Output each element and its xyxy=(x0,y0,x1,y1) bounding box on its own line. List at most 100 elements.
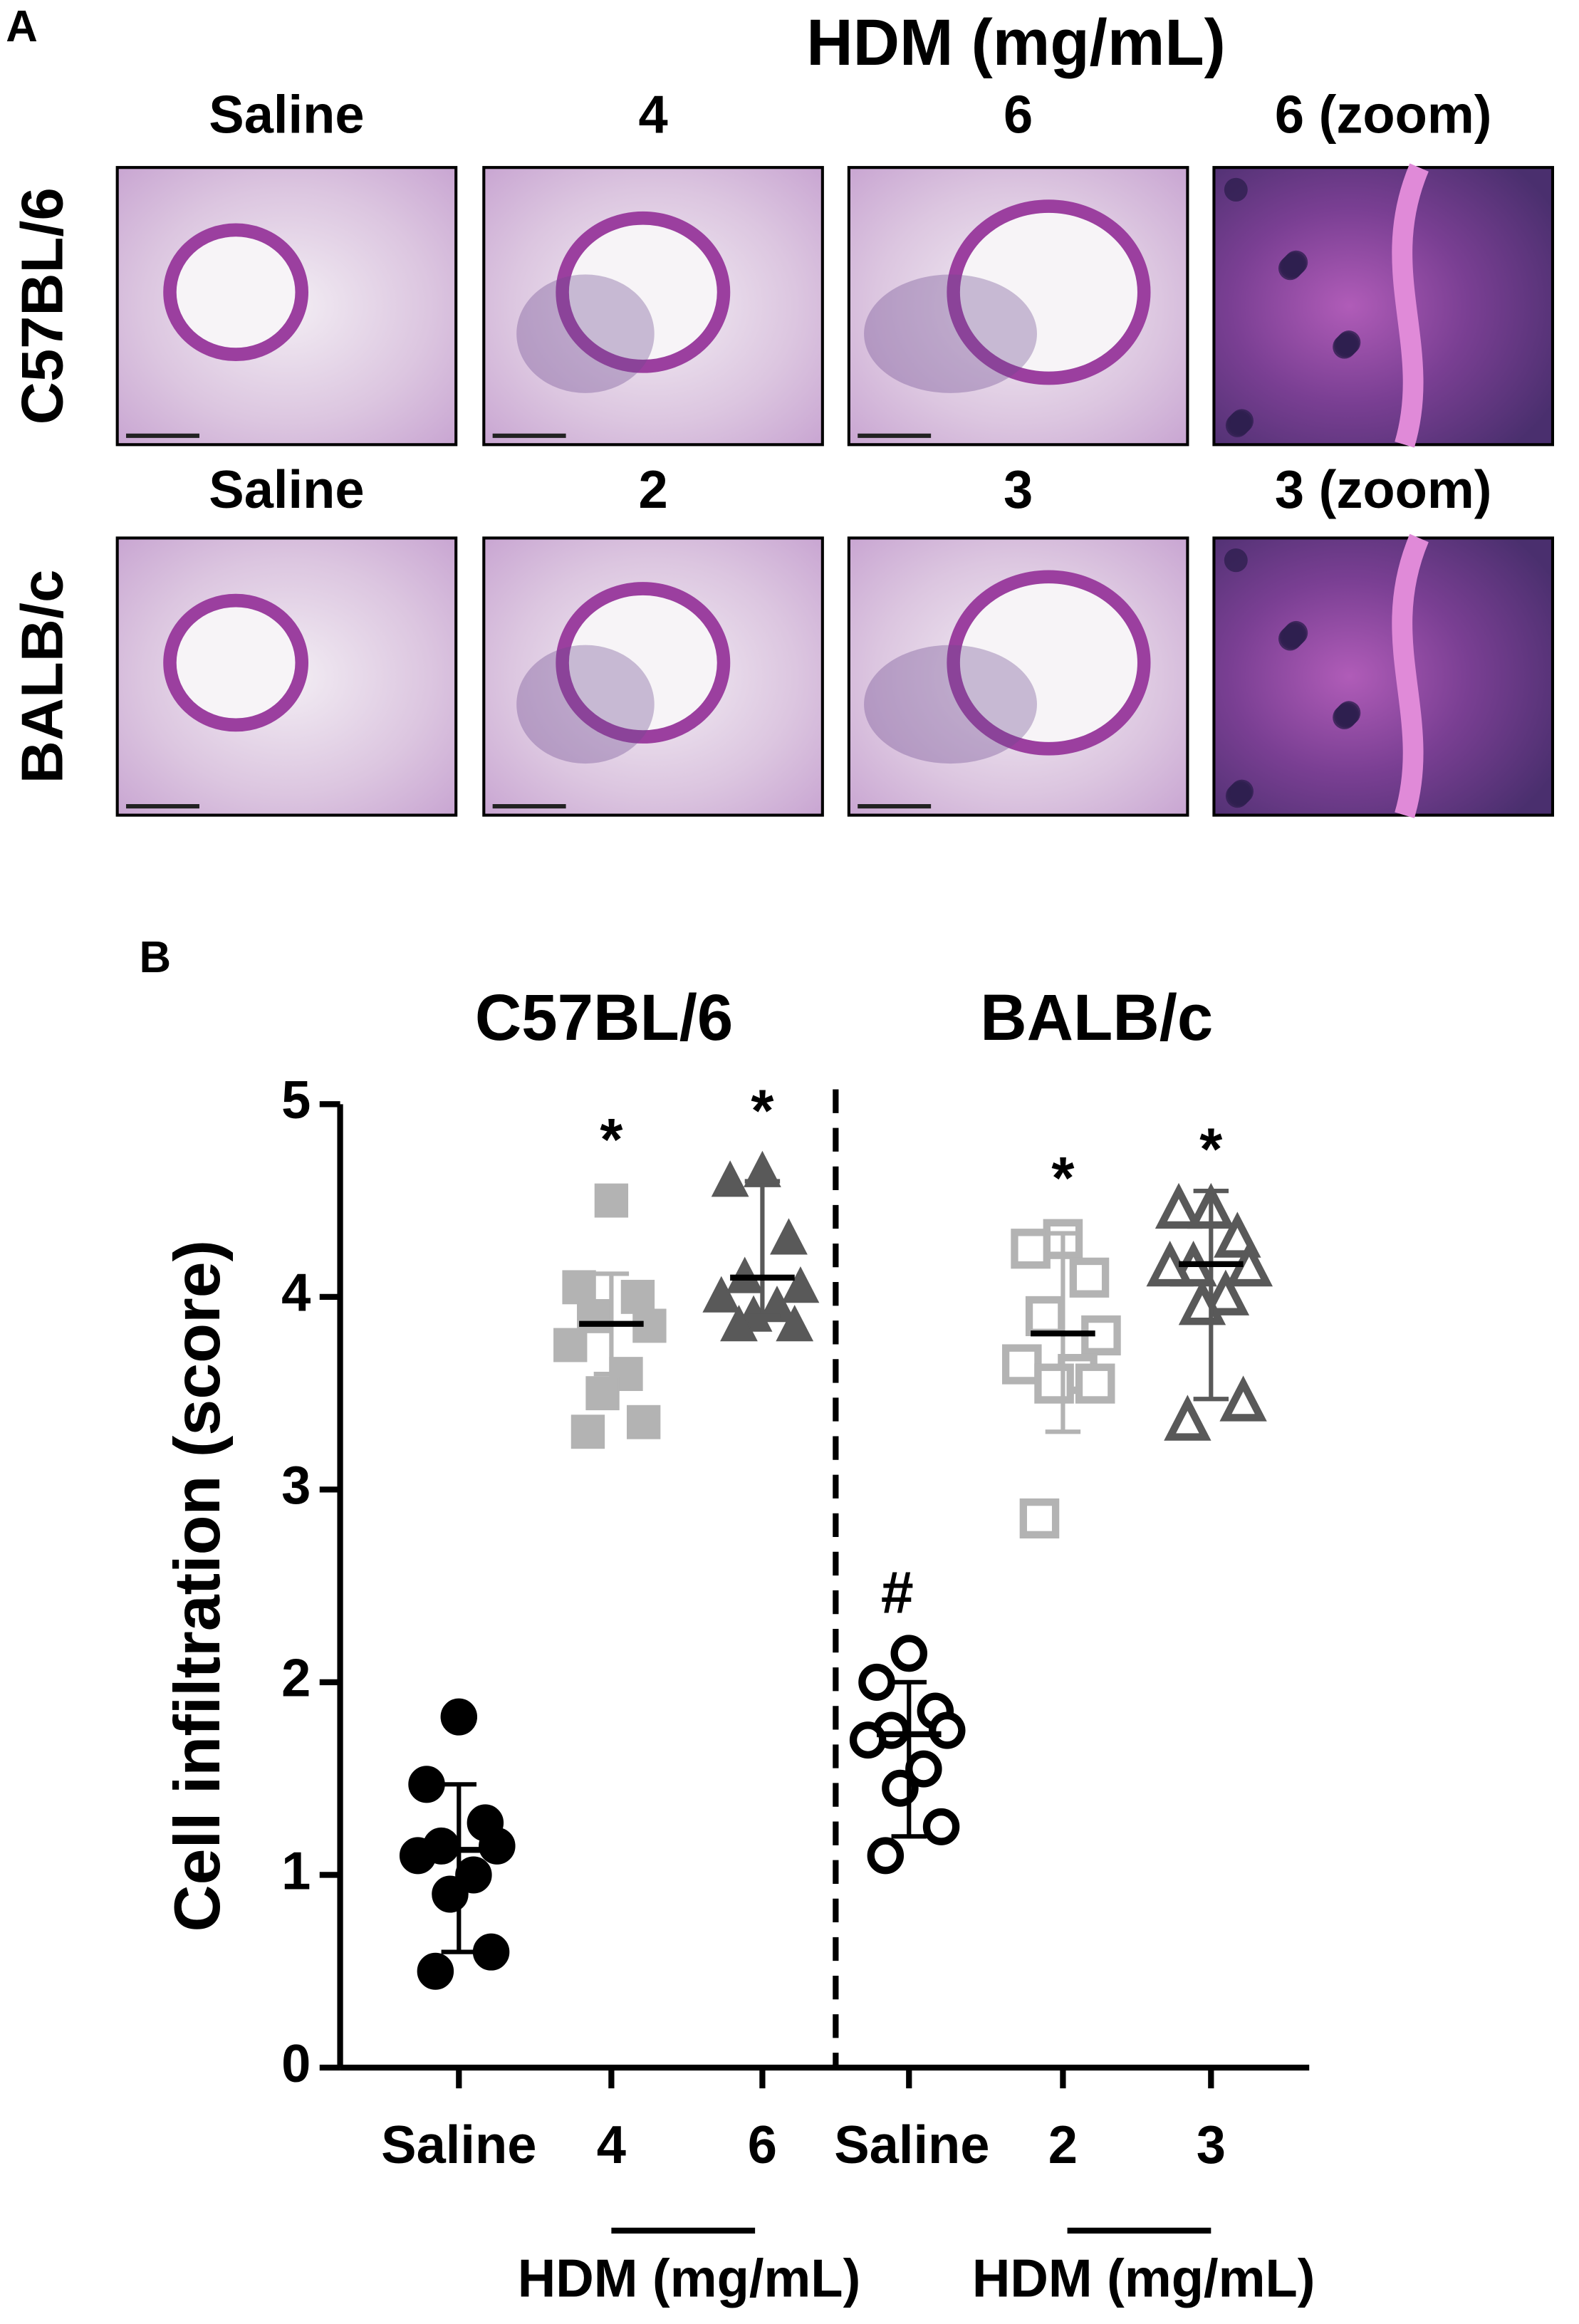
data-point xyxy=(1034,1363,1074,1404)
airway-wall xyxy=(163,593,309,732)
epithelium xyxy=(1392,163,1429,448)
data-point xyxy=(553,1328,588,1362)
data-point xyxy=(570,1414,605,1449)
data-point xyxy=(711,1160,749,1197)
histology-image xyxy=(1212,536,1555,817)
data-point xyxy=(1025,1296,1065,1337)
data-point xyxy=(432,1875,469,1913)
nucleus xyxy=(1337,330,1361,355)
panel-title: HDM (mg/mL) xyxy=(806,6,1226,79)
nucleus xyxy=(1224,177,1248,202)
data-point xyxy=(399,1837,437,1875)
data-point xyxy=(1011,1229,1051,1269)
significance-mark: * xyxy=(1199,1116,1223,1183)
data-point xyxy=(922,1808,960,1845)
data-point xyxy=(867,1837,905,1875)
panel-label: B xyxy=(140,933,172,982)
epithelium xyxy=(1392,533,1429,818)
data-point xyxy=(408,1766,445,1803)
bracket-label: HDM (mg/mL) xyxy=(972,2249,1315,2308)
data-point xyxy=(417,1952,454,1990)
significance-mark: # xyxy=(881,1559,914,1626)
data-point xyxy=(1075,1363,1115,1404)
x-tick-label: Saline xyxy=(381,2115,536,2174)
airway-wall xyxy=(947,570,1151,756)
data-point xyxy=(620,1279,655,1314)
significance-mark: * xyxy=(751,1078,774,1145)
data-point xyxy=(929,1711,966,1749)
nucleus xyxy=(1230,409,1254,433)
column-label: Saline xyxy=(209,459,364,519)
y-axis-label: Cell infiltration (score) xyxy=(162,1240,233,1932)
airway-wall xyxy=(556,582,731,744)
bracket-label: HDM (mg/mL) xyxy=(518,2249,861,2308)
column-label: 4 xyxy=(638,85,668,144)
data-point xyxy=(577,1298,611,1333)
column-label: 3 xyxy=(1004,459,1033,519)
data-point xyxy=(1069,1257,1110,1298)
infiltrate xyxy=(516,274,655,393)
data-point xyxy=(781,1266,820,1303)
data-point xyxy=(440,1698,478,1736)
x-tick-label: 3 xyxy=(1197,2115,1226,2174)
y-tick-label: 1 xyxy=(281,1841,311,1900)
significance-mark: * xyxy=(600,1106,623,1173)
data-point xyxy=(1001,1344,1042,1385)
data-point xyxy=(758,1286,796,1323)
infiltrate xyxy=(864,645,1037,764)
panel-b: B C57BL/6 BALB/c Cell infiltration (score) 0… xyxy=(140,933,1315,2308)
data-point xyxy=(1202,1269,1250,1315)
row-label: C57BL/6 xyxy=(9,187,75,424)
group-title: C57BL/6 xyxy=(475,982,733,1055)
data-point xyxy=(479,1827,516,1865)
data-point xyxy=(770,1218,808,1255)
data-point xyxy=(1155,1182,1203,1229)
data-point xyxy=(594,1183,629,1218)
data-point xyxy=(890,1635,927,1672)
column-label: Saline xyxy=(209,85,364,144)
data-point xyxy=(627,1405,661,1439)
airway-wall xyxy=(556,211,731,373)
airway-wall xyxy=(947,199,1151,385)
data-point xyxy=(776,1305,814,1342)
column-label: 6 xyxy=(1004,85,1033,144)
data-point xyxy=(585,1376,620,1411)
group-title: BALB/c xyxy=(980,982,1213,1055)
data-point xyxy=(562,1270,596,1305)
nucleus xyxy=(1284,250,1308,274)
data-point xyxy=(1019,1498,1060,1539)
data-point xyxy=(1164,1395,1211,1441)
x-tick-label: 4 xyxy=(597,2115,627,2174)
histology-image xyxy=(1212,166,1555,447)
data-point xyxy=(858,1663,895,1701)
data-point xyxy=(1214,1211,1261,1258)
y-tick-label: 4 xyxy=(281,1263,311,1322)
infiltrate xyxy=(864,274,1037,393)
data-point xyxy=(472,1933,510,1971)
data-point xyxy=(849,1721,887,1759)
panel-a: A HDM (mg/mL) C57BL/6 Saline 4 6 6 (zoom) BALB/… xyxy=(6,2,1555,818)
y-tick-label: 2 xyxy=(281,1648,311,1707)
nucleus xyxy=(1284,620,1308,645)
y-tick-label: 3 xyxy=(281,1456,311,1515)
x-tick-label: Saline xyxy=(834,2115,989,2174)
nucleus xyxy=(1230,779,1254,803)
data-point xyxy=(702,1276,741,1313)
nucleus xyxy=(1224,548,1248,573)
y-tick-label: 0 xyxy=(281,2033,311,2093)
y-tick-label: 5 xyxy=(281,1070,311,1130)
column-label: 3 (zoom) xyxy=(1275,459,1492,519)
data-point xyxy=(720,1305,758,1342)
nucleus xyxy=(1337,701,1361,725)
x-tick-label: 6 xyxy=(748,2115,777,2174)
x-tick-label: 2 xyxy=(1048,2115,1078,2174)
airway-wall xyxy=(163,223,309,362)
infiltrate xyxy=(516,645,655,764)
column-label: 2 xyxy=(638,459,667,519)
row-label: BALB/c xyxy=(9,570,75,784)
panel-label: A xyxy=(6,2,38,51)
column-label: 6 (zoom) xyxy=(1275,85,1492,144)
significance-mark: * xyxy=(1051,1145,1075,1211)
